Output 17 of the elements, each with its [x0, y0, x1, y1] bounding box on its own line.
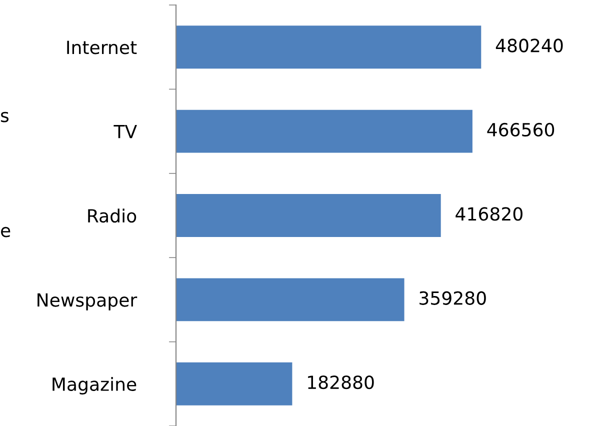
y-tick-label: Radio — [88, 208, 136, 223]
y-tick-label: Newspaper — [38, 293, 138, 310]
text: e — [0, 226, 10, 238]
y-tick-label: Internet — [67, 40, 137, 54]
data-label: 416820 — [456, 207, 522, 221]
bar — [176, 26, 482, 69]
data-label: 480240 — [496, 38, 563, 52]
text: s — [0, 112, 9, 122]
data-label: 359280 — [420, 291, 486, 305]
y-tick-label: Magazine — [52, 377, 136, 395]
data-label: 466560 — [487, 122, 554, 137]
bar — [176, 278, 404, 322]
bar — [176, 110, 472, 153]
bar — [176, 362, 292, 406]
y-tick-label: TV — [114, 124, 137, 138]
bar — [176, 194, 441, 237]
data-label: 182880 — [308, 375, 374, 390]
